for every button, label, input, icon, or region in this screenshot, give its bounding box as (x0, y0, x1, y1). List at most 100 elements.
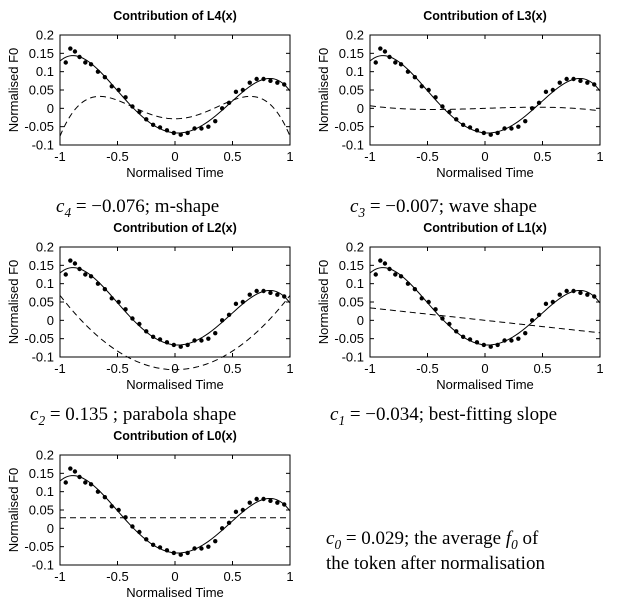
data-point (578, 290, 583, 296)
y-tick-label: 0.2 (36, 240, 54, 255)
data-point (137, 321, 142, 327)
y-tick-label: 0.1 (36, 484, 54, 499)
y-tick-label: 0.05 (339, 83, 364, 98)
data-point (102, 494, 108, 500)
chart-l3: Contribution of L3(x) -0.1 -0.05 0 0.05 0.1 0.… (310, 0, 610, 195)
data-point (72, 261, 78, 266)
data-point (516, 124, 521, 129)
data-point (536, 312, 542, 318)
y-tick-label: 0.1 (346, 64, 364, 79)
data-point (405, 69, 411, 74)
data-point (130, 524, 135, 529)
data-point (219, 106, 225, 111)
y-tick-label: -0.1 (342, 138, 364, 153)
data-point (378, 258, 383, 263)
data-point (219, 318, 225, 323)
data-point (130, 316, 135, 321)
data-point (72, 469, 78, 474)
data-point (495, 342, 500, 348)
x-axis-label: Normalised Time (126, 585, 224, 600)
data-point (440, 104, 445, 109)
x-tick-label: 0.5 (223, 361, 241, 376)
y-tick-label: -0.05 (334, 331, 364, 346)
data-point (529, 106, 535, 111)
data-point (529, 318, 535, 323)
y-tick-label: 0.2 (346, 240, 364, 255)
data-point (571, 76, 576, 82)
y-tick-label: 0.2 (36, 448, 54, 463)
data-point (261, 288, 266, 294)
data-point (550, 299, 556, 305)
y-tick-label: -0.1 (32, 558, 54, 573)
x-tick-label: -0.5 (416, 149, 438, 164)
data-point (254, 496, 259, 502)
data-point (275, 292, 280, 297)
x-tick-label: 0 (171, 361, 178, 376)
data-point (178, 344, 183, 349)
data-point (585, 80, 590, 85)
x-tick-label: 1 (596, 361, 603, 376)
data-point (585, 292, 590, 297)
x-tick-label: -1 (54, 149, 66, 164)
data-point (240, 87, 246, 93)
data-point (578, 78, 583, 84)
data-point (398, 62, 404, 67)
plot-frame (59, 454, 291, 566)
data-point (247, 80, 252, 85)
data-point (282, 82, 287, 87)
data-point (447, 109, 452, 115)
data-point (275, 80, 280, 85)
data-point (398, 274, 404, 279)
data-point (109, 296, 114, 301)
data-point (433, 95, 438, 100)
data-point (72, 49, 78, 54)
data-point (88, 482, 94, 487)
data-point (240, 507, 246, 513)
data-point (282, 294, 287, 299)
y-axis-label: Normalised F0 (316, 48, 331, 133)
data-point (233, 509, 239, 515)
data-point (63, 272, 68, 277)
data-point (474, 340, 480, 345)
data-point (219, 526, 225, 531)
data-point (502, 338, 507, 343)
x-axis-label: Normalised Time (436, 377, 534, 392)
data-point (268, 290, 273, 296)
data-point (592, 82, 597, 87)
chart-l1: Contribution of L1(x) -0.1 -0.05 0 0.05 0.1 0.… (310, 212, 610, 407)
data-point (185, 342, 190, 348)
x-axis-label: Normalised Time (436, 165, 534, 180)
x-tick-label: 0 (171, 149, 178, 164)
data-point (206, 336, 211, 341)
y-tick-label: -0.05 (24, 119, 54, 134)
data-point (454, 117, 459, 122)
data-point (488, 132, 493, 137)
y-tick-label: 0.15 (339, 46, 364, 61)
data-point (68, 258, 73, 263)
data-point (157, 337, 163, 342)
y-tick-label: 0.05 (339, 295, 364, 310)
data-point (137, 529, 142, 535)
data-point (557, 80, 562, 85)
data-point (123, 515, 128, 520)
y-tick-label: 0 (357, 313, 364, 328)
data-point (150, 122, 156, 128)
y-tick-label: -0.05 (24, 539, 54, 554)
data-point (412, 74, 418, 80)
chart-svg: Contribution of L2(x) -0.1 -0.05 0 0.05 0.1 0.… (6, 221, 294, 392)
x-tick-label: -1 (54, 361, 66, 376)
y-tick-label: -0.05 (24, 331, 54, 346)
data-point (144, 537, 149, 542)
plot-content (369, 46, 601, 137)
data-point (185, 130, 190, 136)
contribution-curve (369, 307, 601, 334)
caption-c2: c2 = 0.135 ; parabola shape (30, 404, 237, 428)
data-point (63, 480, 68, 485)
chart-title: Contribution of L2(x) (113, 221, 237, 235)
chart-svg: Contribution of L4(x) -0.1 -0.05 0 0.05 0.1 0.… (6, 9, 294, 180)
data-point (373, 272, 378, 277)
data-point (282, 502, 287, 507)
data-point (592, 294, 597, 299)
data-point (83, 480, 88, 485)
data-point (460, 122, 466, 128)
